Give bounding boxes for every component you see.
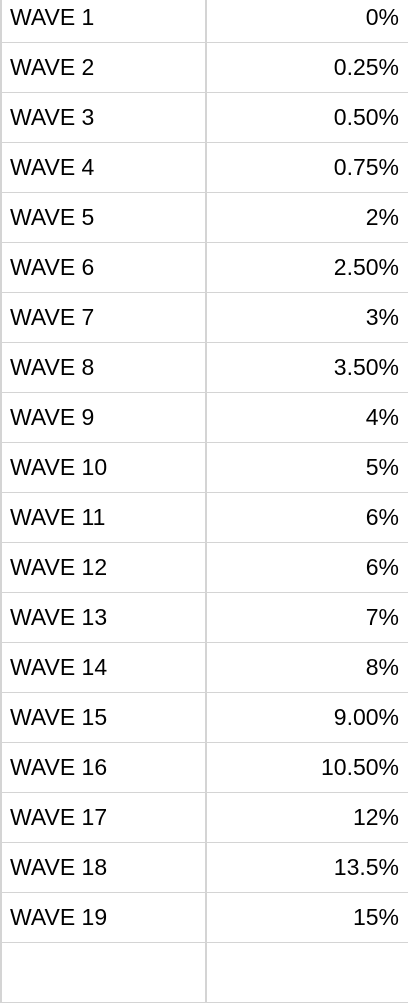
table-row: WAVE 19 15% — [0, 892, 408, 943]
wave-label-cell[interactable]: WAVE 7 — [0, 292, 207, 343]
wave-label-cell[interactable]: WAVE 2 — [0, 42, 207, 93]
table-row-empty — [0, 942, 408, 1003]
percentage-cell[interactable]: 0% — [205, 0, 408, 43]
table-row: WAVE 9 4% — [0, 392, 408, 443]
table-row: WAVE 11 6% — [0, 492, 408, 543]
table-row: WAVE 2 0.25% — [0, 42, 408, 93]
table-row: WAVE 3 0.50% — [0, 92, 408, 143]
wave-label-cell[interactable]: WAVE 6 — [0, 242, 207, 293]
empty-value-cell[interactable] — [205, 942, 408, 1003]
table-row: WAVE 12 6% — [0, 542, 408, 593]
table-row: WAVE 10 5% — [0, 442, 408, 493]
wave-label-cell[interactable]: WAVE 8 — [0, 342, 207, 393]
percentage-cell[interactable]: 5% — [205, 442, 408, 493]
wave-label-cell[interactable]: WAVE 9 — [0, 392, 207, 443]
table-row: WAVE 1 0% — [0, 0, 408, 43]
table-row: WAVE 15 9.00% — [0, 692, 408, 743]
empty-label-cell[interactable] — [0, 942, 207, 1003]
percentage-cell[interactable]: 9.00% — [205, 692, 408, 743]
table-row: WAVE 18 13.5% — [0, 842, 408, 893]
table-row: WAVE 6 2.50% — [0, 242, 408, 293]
percentage-cell[interactable]: 4% — [205, 392, 408, 443]
wave-label-cell[interactable]: WAVE 16 — [0, 742, 207, 793]
percentage-cell[interactable]: 3% — [205, 292, 408, 343]
table-row: WAVE 4 0.75% — [0, 142, 408, 193]
wave-label-cell[interactable]: WAVE 4 — [0, 142, 207, 193]
wave-label-cell[interactable]: WAVE 14 — [0, 642, 207, 693]
percentage-cell[interactable]: 6% — [205, 492, 408, 543]
percentage-cell[interactable]: 2% — [205, 192, 408, 243]
table-row: WAVE 5 2% — [0, 192, 408, 243]
table-row: WAVE 7 3% — [0, 292, 408, 343]
percentage-cell[interactable]: 15% — [205, 892, 408, 943]
percentage-cell[interactable]: 0.75% — [205, 142, 408, 193]
wave-label-cell[interactable]: WAVE 17 — [0, 792, 207, 843]
wave-label-cell[interactable]: WAVE 19 — [0, 892, 207, 943]
wave-label-cell[interactable]: WAVE 11 — [0, 492, 207, 543]
table-row: WAVE 14 8% — [0, 642, 408, 693]
percentage-cell[interactable]: 0.50% — [205, 92, 408, 143]
percentage-cell[interactable]: 8% — [205, 642, 408, 693]
wave-label-cell[interactable]: WAVE 1 — [0, 0, 207, 43]
percentage-cell[interactable]: 0.25% — [205, 42, 408, 93]
percentage-cell[interactable]: 7% — [205, 592, 408, 643]
wave-label-cell[interactable]: WAVE 15 — [0, 692, 207, 743]
wave-label-cell[interactable]: WAVE 12 — [0, 542, 207, 593]
wave-label-cell[interactable]: WAVE 3 — [0, 92, 207, 143]
percentage-cell[interactable]: 6% — [205, 542, 408, 593]
percentage-cell[interactable]: 13.5% — [205, 842, 408, 893]
percentage-cell[interactable]: 12% — [205, 792, 408, 843]
wave-label-cell[interactable]: WAVE 13 — [0, 592, 207, 643]
table-row: WAVE 16 10.50% — [0, 742, 408, 793]
wave-label-cell[interactable]: WAVE 5 — [0, 192, 207, 243]
table-row: WAVE 17 12% — [0, 792, 408, 843]
wave-label-cell[interactable]: WAVE 18 — [0, 842, 207, 893]
percentage-cell[interactable]: 2.50% — [205, 242, 408, 293]
percentage-cell[interactable]: 10.50% — [205, 742, 408, 793]
percentage-cell[interactable]: 3.50% — [205, 342, 408, 393]
table-row: WAVE 13 7% — [0, 592, 408, 643]
table-row: WAVE 8 3.50% — [0, 342, 408, 393]
wave-label-cell[interactable]: WAVE 10 — [0, 442, 207, 493]
